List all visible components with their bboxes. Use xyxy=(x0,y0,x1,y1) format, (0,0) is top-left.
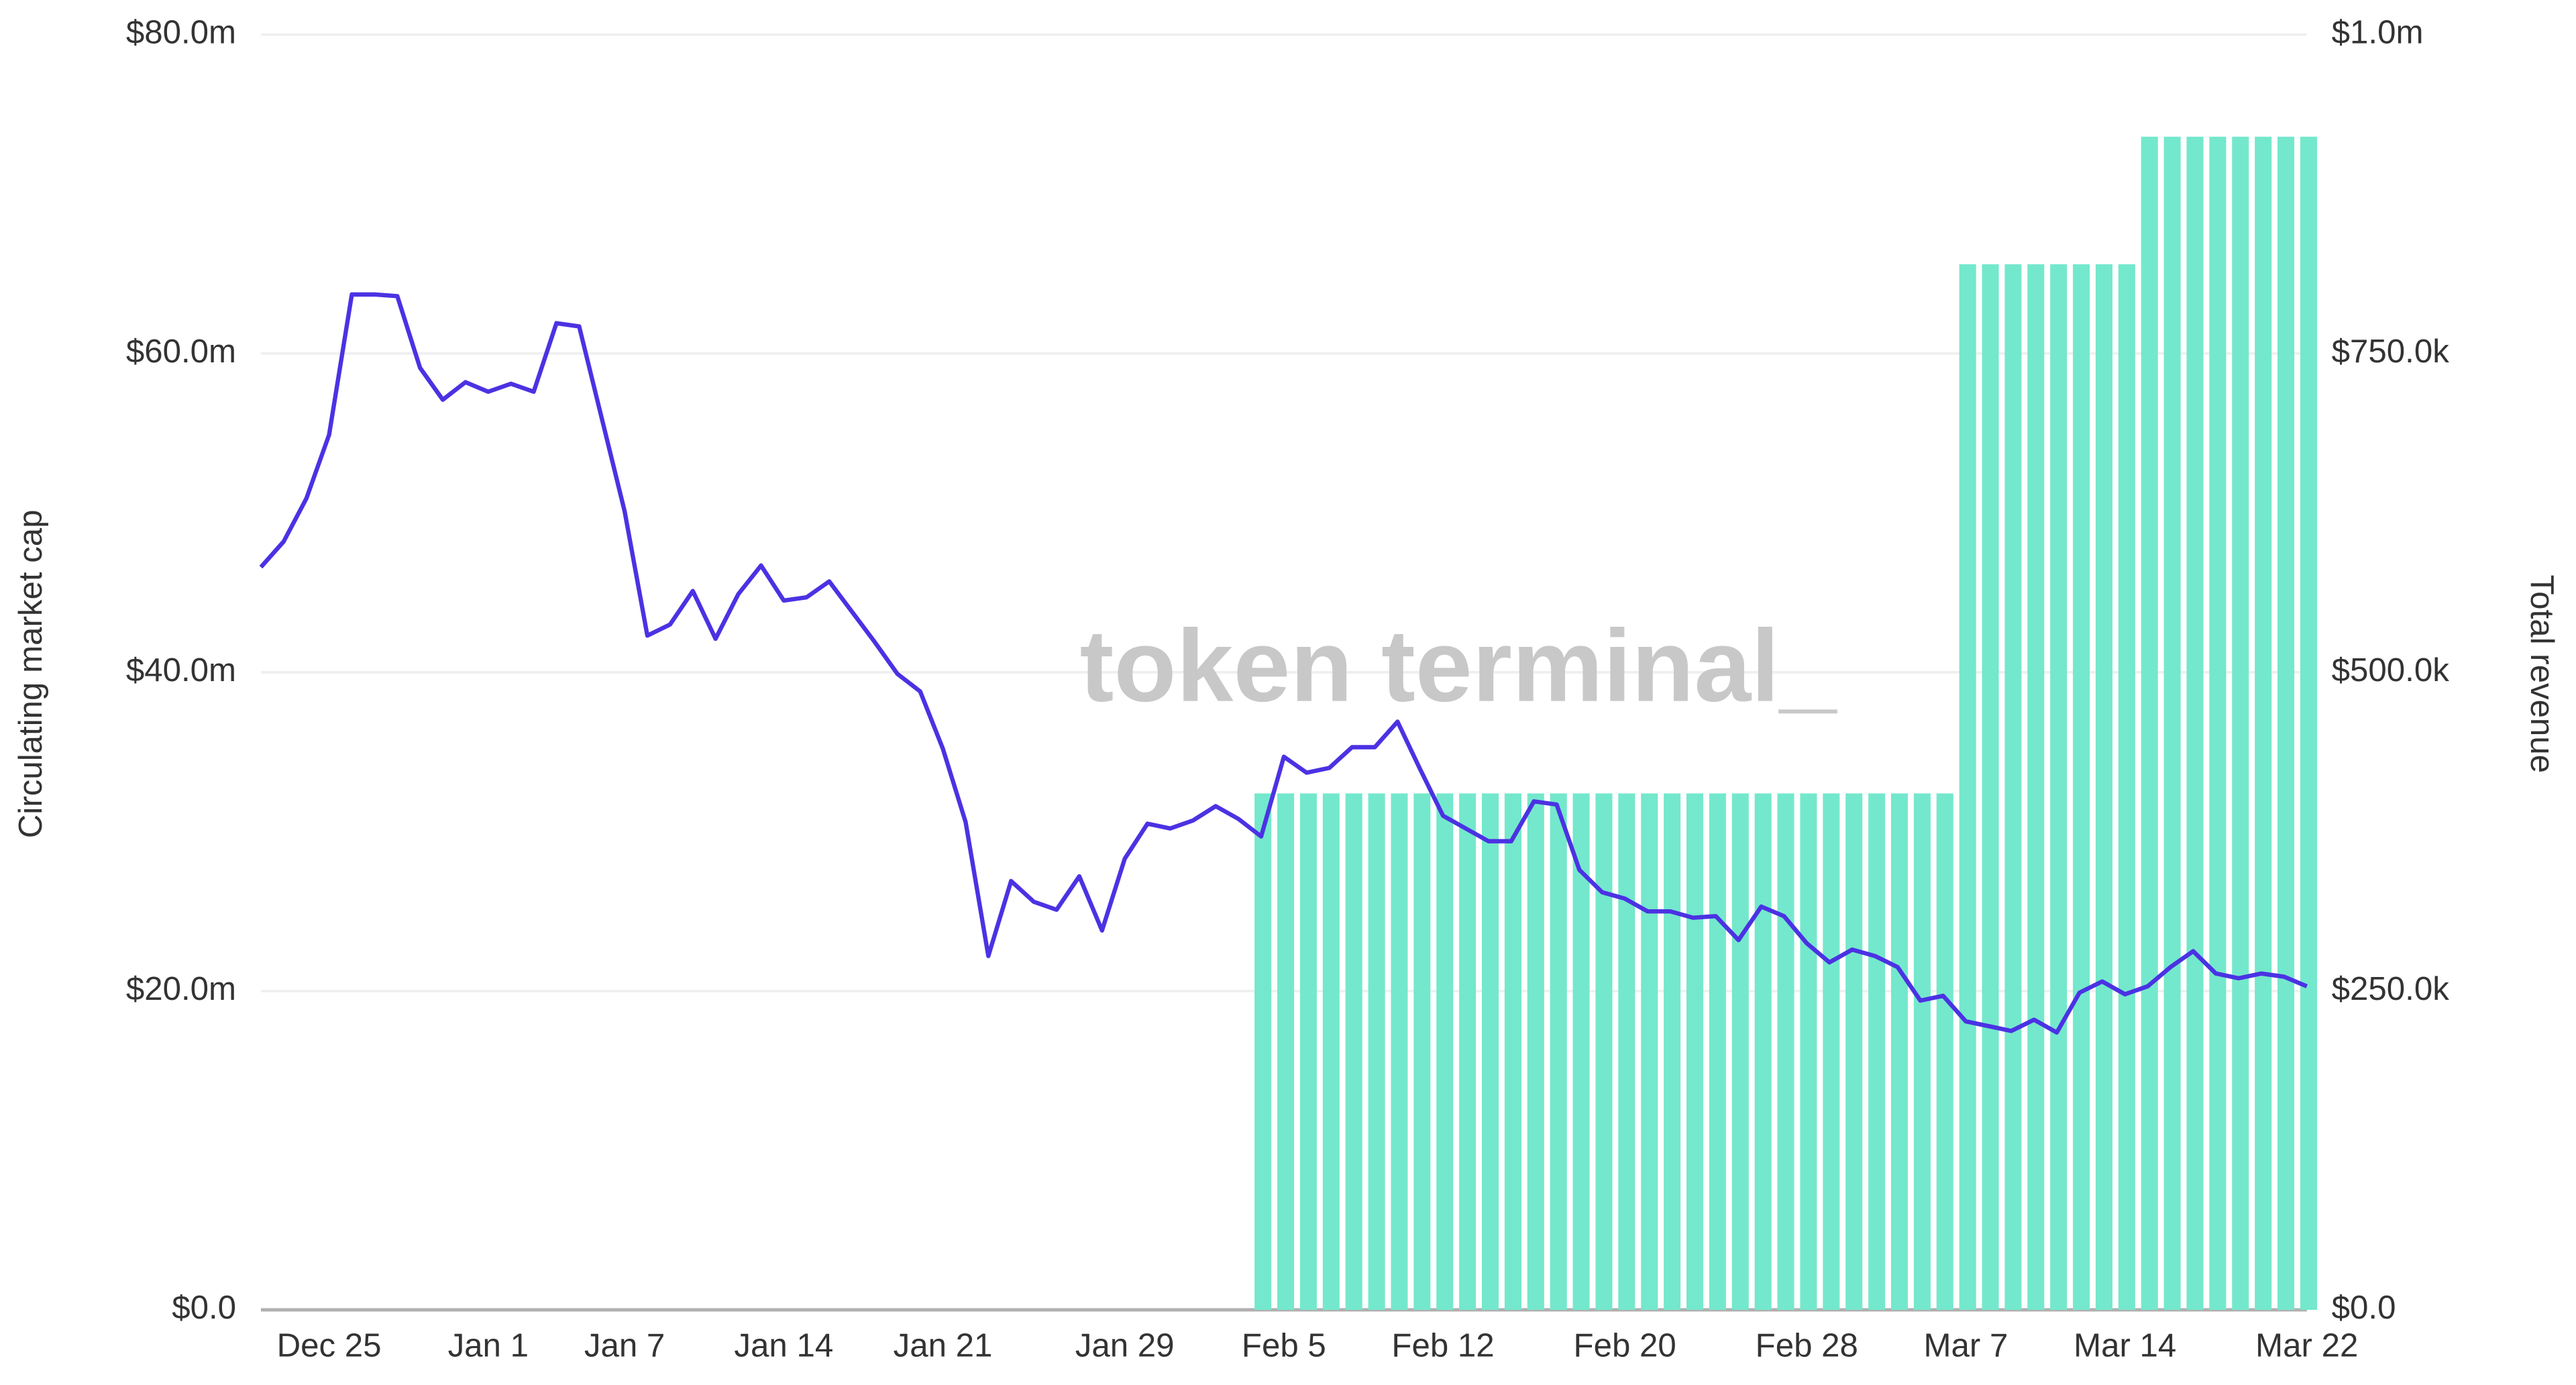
bar xyxy=(1641,793,1658,1310)
bars xyxy=(1254,136,2317,1311)
bar xyxy=(2209,136,2226,1311)
bar xyxy=(2050,264,2068,1311)
bar xyxy=(1595,793,1613,1310)
x-tick-label: Mar 7 xyxy=(1924,1327,2008,1364)
bar xyxy=(2004,264,2022,1311)
x-tick-label: Mar 14 xyxy=(2074,1327,2176,1364)
bar xyxy=(1845,793,1863,1310)
bar xyxy=(2027,264,2045,1311)
y-tick-label: $80.0m xyxy=(126,14,236,51)
bar xyxy=(2141,136,2158,1311)
bar xyxy=(2073,264,2090,1311)
bar xyxy=(1345,793,1362,1310)
bar xyxy=(1459,793,1477,1310)
x-tick-label: Jan 21 xyxy=(894,1327,993,1364)
y-tick-label: $20.0m xyxy=(126,970,236,1007)
bar xyxy=(1913,793,1931,1310)
bar xyxy=(1277,793,1295,1310)
bar xyxy=(1754,793,1772,1310)
bar xyxy=(1709,793,1726,1310)
bar xyxy=(1936,793,1953,1310)
y2-tick-label: $750.0k xyxy=(2332,333,2450,370)
x-tick-label: Feb 5 xyxy=(1242,1327,1326,1364)
bar xyxy=(1481,793,1499,1310)
labels: $0.0 $20.0m $40.0m $60.0m $80.0m $0.0 $250.0k $… xyxy=(126,14,2449,1364)
y-tick-label: $60.0m xyxy=(126,333,236,370)
bar xyxy=(1800,793,1817,1310)
bar xyxy=(1890,793,1909,1310)
x-tick-label: Jan 7 xyxy=(584,1327,665,1364)
bar xyxy=(2277,136,2295,1311)
bar xyxy=(1254,793,1272,1310)
bar xyxy=(1527,793,1544,1310)
lines xyxy=(259,292,2308,1035)
bar xyxy=(1368,793,1385,1310)
bar xyxy=(1686,793,1704,1310)
bar xyxy=(1868,793,1886,1310)
bar xyxy=(1777,793,1794,1310)
bar xyxy=(1959,264,1976,1311)
bar xyxy=(1982,264,1999,1311)
x-tick-label: Dec 25 xyxy=(277,1327,382,1364)
watermark: token terminal_ xyxy=(1080,609,1838,723)
bar xyxy=(2118,264,2135,1311)
y2-tick-label: $500.0k xyxy=(2332,652,2450,688)
bar xyxy=(2186,136,2204,1311)
bar xyxy=(1391,793,1408,1310)
bar xyxy=(1823,793,1840,1310)
y2-tick-label: $0.0 xyxy=(2332,1289,2396,1326)
y-tick-label: $40.0m xyxy=(126,652,236,688)
x-tick-label: Mar 22 xyxy=(2255,1327,2358,1364)
x-tick-label: Feb 12 xyxy=(1391,1327,1494,1364)
bar xyxy=(1504,793,1521,1310)
y-axis-title: Circulating market cap xyxy=(12,509,49,838)
bar xyxy=(2232,136,2249,1311)
bar xyxy=(1664,793,1681,1310)
bar xyxy=(1618,793,1635,1310)
bar xyxy=(2095,264,2113,1311)
y2-axis-title: Total revenue xyxy=(2524,575,2561,774)
x-tick-label: Feb 28 xyxy=(1756,1327,1858,1364)
bar xyxy=(1731,793,1749,1310)
x-tick-label: Jan 1 xyxy=(448,1327,529,1364)
bar xyxy=(1322,793,1340,1310)
y2-tick-label: $1.0m xyxy=(2332,14,2424,51)
y2-tick-label: $250.0k xyxy=(2332,970,2450,1007)
y-tick-label: $0.0 xyxy=(172,1289,236,1326)
x-tick-label: Feb 20 xyxy=(1574,1327,1676,1364)
bar xyxy=(2300,136,2317,1311)
bar xyxy=(1436,793,1454,1310)
bar xyxy=(2255,136,2272,1311)
bar xyxy=(1550,793,1567,1310)
bar xyxy=(1299,793,1317,1310)
x-tick-label: Jan 14 xyxy=(734,1327,833,1364)
bar xyxy=(1413,793,1431,1310)
line xyxy=(259,292,2308,1035)
bar xyxy=(2163,136,2181,1311)
x-tick-label: Jan 29 xyxy=(1075,1327,1175,1364)
